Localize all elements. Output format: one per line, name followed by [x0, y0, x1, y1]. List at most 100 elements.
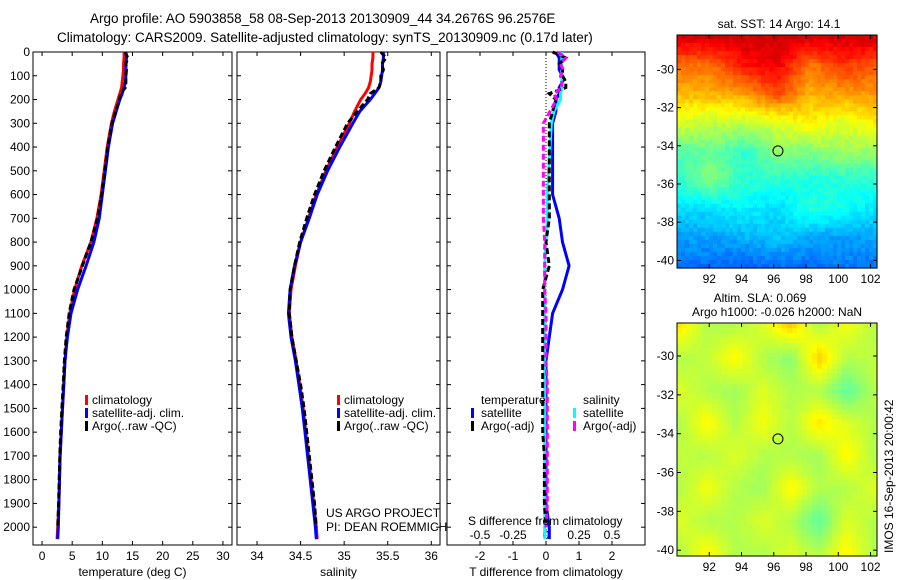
map-cell [745, 83, 750, 88]
map-cell [725, 119, 730, 124]
map-cell [685, 55, 690, 60]
map-cell [845, 103, 850, 108]
map-cell [769, 231, 774, 237]
map-cell [729, 207, 734, 213]
map-cell [782, 404, 788, 410]
map-cell [765, 215, 770, 221]
map-cell [707, 323, 713, 329]
map-cell [747, 444, 753, 451]
map-cell [727, 429, 733, 436]
map-cell [737, 495, 743, 501]
map-cell [873, 167, 878, 173]
map-cell [797, 91, 802, 96]
map-cell [693, 47, 698, 52]
map-cell [721, 195, 726, 201]
map-cell [813, 215, 818, 221]
map-cell [829, 43, 834, 48]
map-cell [793, 175, 798, 181]
map-cell [761, 255, 766, 261]
map-cell [741, 199, 746, 205]
map-cell [721, 111, 726, 116]
map-cell [677, 520, 683, 527]
map-cell [685, 195, 690, 201]
map-cell [732, 383, 738, 390]
map-cell [785, 243, 790, 249]
map-cell [837, 207, 842, 213]
map-cell [873, 115, 878, 120]
map-cell [809, 179, 814, 185]
map-cell [693, 203, 698, 209]
map-cell [793, 259, 798, 265]
map-cell [789, 251, 794, 257]
map-cell [793, 103, 798, 108]
map-cell [745, 235, 750, 241]
map-cell [757, 540, 763, 547]
map-cell [737, 143, 742, 149]
map-cell [827, 429, 833, 436]
map-cell [713, 131, 718, 137]
map-cell [837, 167, 842, 173]
map-cell [741, 111, 746, 116]
map-cell [737, 373, 743, 380]
map-cell [873, 247, 878, 253]
map-cell [862, 398, 868, 405]
map-cell [701, 231, 706, 237]
map-cell [792, 419, 798, 425]
map-cell [737, 338, 743, 344]
map-cell [681, 199, 686, 205]
map-cell [689, 79, 694, 84]
map-cell [757, 348, 763, 354]
map-cell [702, 490, 708, 496]
map-cell [813, 151, 818, 157]
map-cell [737, 131, 742, 137]
map-cell [853, 123, 858, 128]
map-cell [757, 505, 763, 512]
map-cell [733, 159, 738, 165]
map-cell [732, 333, 738, 339]
map-cell [837, 183, 842, 189]
map-cell [789, 47, 794, 52]
map-cell [749, 135, 754, 141]
map-cell [847, 510, 853, 517]
map-cell [789, 223, 794, 229]
map-cell [742, 490, 748, 496]
map-cell [692, 535, 698, 542]
map-cell [865, 87, 870, 92]
map-cell [805, 247, 810, 253]
map-cell [773, 231, 778, 237]
map-cell [873, 123, 878, 128]
map-cell [692, 424, 698, 430]
map-cell [693, 111, 698, 116]
map-cell [861, 167, 866, 173]
map-cell [782, 363, 788, 370]
map-cell [777, 383, 783, 390]
map-cell [717, 449, 723, 456]
map-cell [821, 143, 826, 149]
map-cell [689, 199, 694, 205]
map-cell [741, 147, 746, 153]
map-cell [801, 179, 806, 185]
map-cell [867, 535, 873, 542]
map-cell [769, 115, 774, 120]
map-cell [697, 495, 703, 501]
map-cell [732, 469, 738, 476]
map-cell [722, 464, 728, 471]
map-cell [862, 404, 868, 410]
map-cell [722, 505, 728, 512]
map-cell [789, 171, 794, 177]
map-cell [677, 510, 683, 517]
map-cell [812, 439, 818, 446]
map-cell [745, 183, 750, 189]
map-cell [713, 199, 718, 205]
map-cell [705, 139, 710, 145]
map-cell [767, 545, 773, 552]
map-cell [725, 123, 730, 128]
map-cell [753, 207, 758, 213]
map-cell [837, 51, 842, 56]
map-cell [762, 525, 768, 532]
map-cell [809, 135, 814, 141]
map-cell [793, 139, 798, 145]
map-cell [752, 424, 758, 430]
map-cell [852, 343, 858, 349]
map-cell [853, 175, 858, 181]
